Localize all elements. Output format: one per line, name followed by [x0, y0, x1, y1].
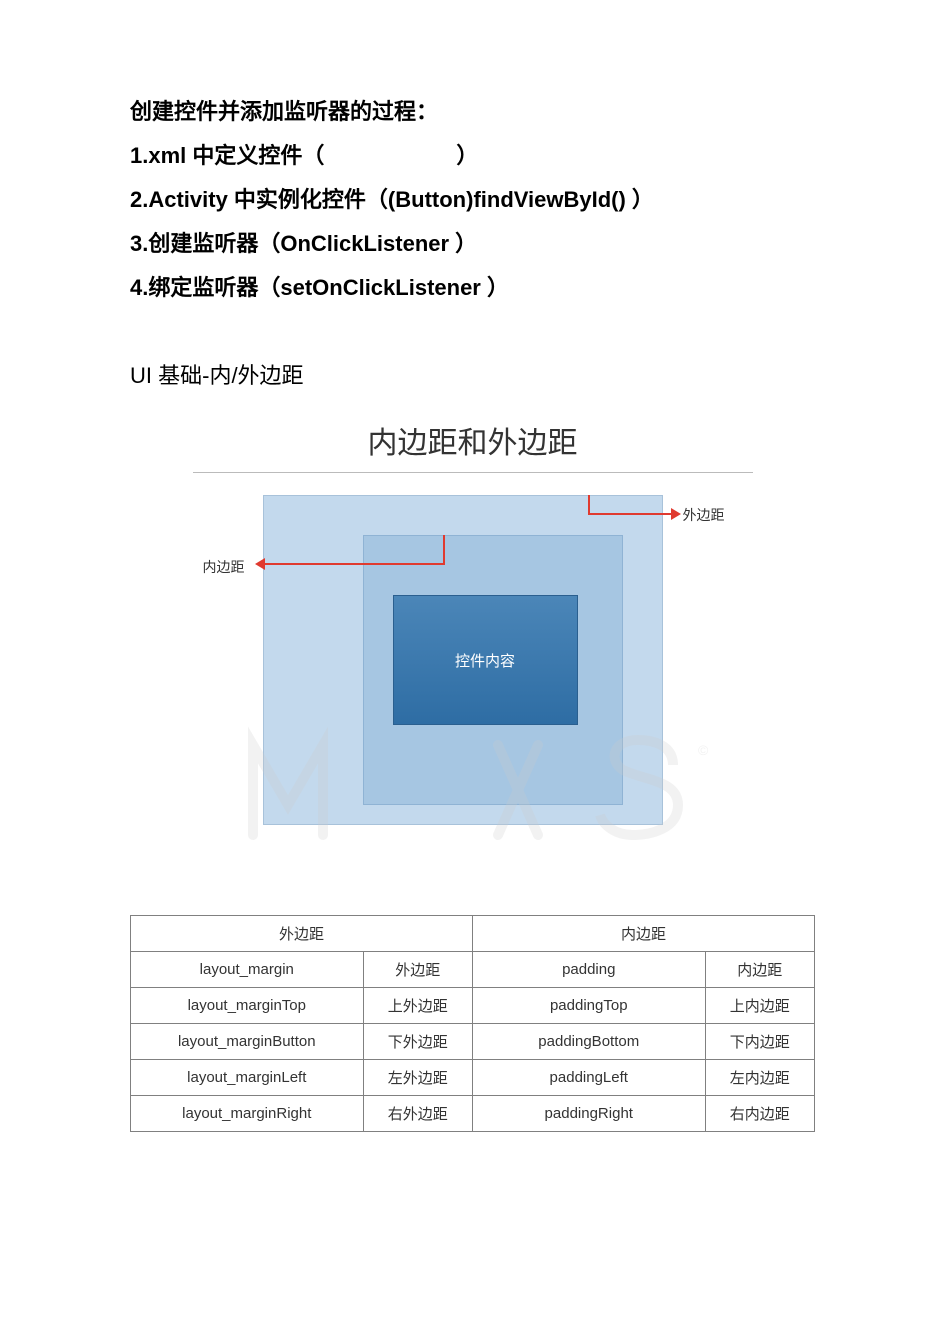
- table-cell: 外边距: [363, 952, 472, 988]
- padding-margin-diagram: 控件内容 外边距 内边距 ©: [193, 495, 753, 855]
- outer-arrow-h: [588, 513, 673, 515]
- table-cell: padding: [472, 952, 705, 988]
- table-row: layout_marginLeft左外边距paddingLeft左内边距: [131, 1060, 815, 1096]
- svg-text:©: ©: [698, 742, 709, 758]
- table-cell: paddingRight: [472, 1096, 705, 1132]
- table-cell: 右外边距: [363, 1096, 472, 1132]
- inner-arrow-head: [255, 558, 265, 570]
- table-cell: 上外边距: [363, 988, 472, 1024]
- table-cell: paddingLeft: [472, 1060, 705, 1096]
- inner-arrow-h: [265, 563, 445, 565]
- table-cell: 上内边距: [705, 988, 814, 1024]
- table-cell: 下外边距: [363, 1024, 472, 1060]
- outer-arrow-v: [588, 495, 590, 515]
- content-box: 控件内容: [393, 595, 578, 725]
- table-cell: 内边距: [705, 952, 814, 988]
- header-margin: 外边距: [131, 916, 473, 952]
- margin-padding-table: 外边距 内边距 layout_margin外边距padding内边距layout…: [130, 915, 815, 1132]
- content-box-label: 控件内容: [455, 650, 515, 671]
- table-row: layout_marginTop上外边距paddingTop上内边距: [131, 988, 815, 1024]
- intro-block: 创建控件并添加监听器的过程： 1.xml 中定义控件（ ） 2.Activity…: [130, 90, 815, 310]
- table-row: layout_marginRight右外边距paddingRight右内边距: [131, 1096, 815, 1132]
- header-padding: 内边距: [472, 916, 814, 952]
- heading-line: 创建控件并添加监听器的过程：: [130, 90, 815, 134]
- margin-label: 外边距: [683, 505, 725, 525]
- padding-label: 内边距: [203, 557, 245, 577]
- diagram-title: 内边距和外边距: [193, 418, 753, 473]
- section-title: UI 基础-内/外边距: [130, 358, 815, 390]
- inner-arrow-v: [443, 535, 445, 565]
- table-cell: layout_marginButton: [131, 1024, 364, 1060]
- step-2: 2.Activity 中实例化控件（(Button)findViewById()…: [130, 178, 815, 222]
- table-cell: layout_marginRight: [131, 1096, 364, 1132]
- table-cell: 左内边距: [705, 1060, 814, 1096]
- outer-arrow-head: [671, 508, 681, 520]
- table-cell: layout_marginTop: [131, 988, 364, 1024]
- table-cell: paddingTop: [472, 988, 705, 1024]
- table-cell: 右内边距: [705, 1096, 814, 1132]
- table-row: layout_marginButton下外边距paddingBottom下内边距: [131, 1024, 815, 1060]
- table-cell: 左外边距: [363, 1060, 472, 1096]
- table-cell: paddingBottom: [472, 1024, 705, 1060]
- step-4: 4.绑定监听器（setOnClickListener ）: [130, 266, 815, 310]
- step-3: 3.创建监听器（OnClickListener ）: [130, 222, 815, 266]
- table-row: layout_margin外边距padding内边距: [131, 952, 815, 988]
- table-cell: layout_margin: [131, 952, 364, 988]
- table-header-row: 外边距 内边距: [131, 916, 815, 952]
- step-1: 1.xml 中定义控件（ ）: [130, 134, 815, 178]
- table-cell: 下内边距: [705, 1024, 814, 1060]
- table-cell: layout_marginLeft: [131, 1060, 364, 1096]
